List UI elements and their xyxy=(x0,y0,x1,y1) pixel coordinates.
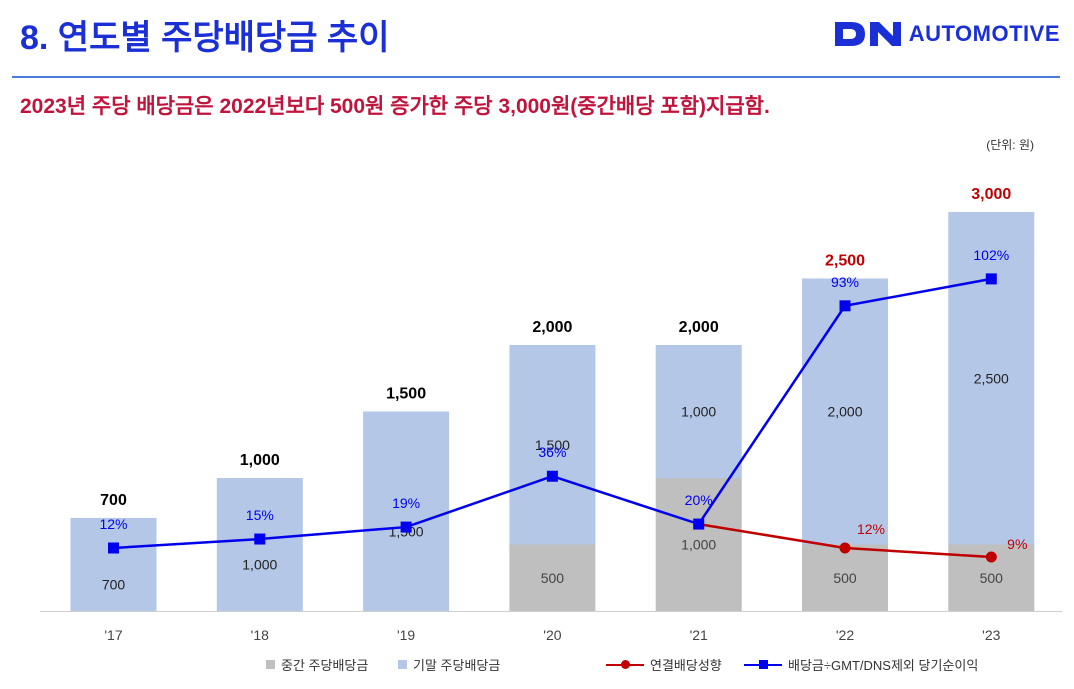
bar-total-label-4: 2,000 xyxy=(679,319,719,336)
bar-total-label-0: 700 xyxy=(100,492,127,509)
ratio-point-6 xyxy=(985,273,997,285)
company-logo: AUTOMOTIVE xyxy=(833,18,1060,50)
bar-final-label-1: 1,000 xyxy=(242,557,277,573)
title-divider xyxy=(12,76,1060,78)
legend-ratio-marker xyxy=(744,659,782,670)
ratio-label-0: 12% xyxy=(99,516,127,532)
ratio-point-0 xyxy=(108,542,119,554)
logo-text: AUTOMOTIVE xyxy=(908,21,1060,46)
payout-point-6 xyxy=(985,551,997,563)
ratio-label-4: 20% xyxy=(685,492,713,508)
x-tick-label-3: '20 xyxy=(543,627,561,643)
legend-final-swatch xyxy=(398,660,407,669)
x-tick-label-6: '23 xyxy=(982,627,1000,643)
bar-interim-label-5: 500 xyxy=(833,570,857,586)
ratio-label-3: 36% xyxy=(538,444,566,460)
dn-logo-icon xyxy=(834,22,901,46)
bar-final-label-0: 700 xyxy=(102,576,126,592)
x-tick-label-2: '19 xyxy=(397,627,415,643)
ratio-label-2: 19% xyxy=(392,495,420,511)
bar-total-label-2: 1,500 xyxy=(386,386,426,403)
bar-total-label-5: 2,500 xyxy=(825,253,865,270)
ratio-label-6: 102% xyxy=(973,247,1009,263)
legend-payout-label: 연결배당성향 xyxy=(650,658,722,673)
ratio-point-3 xyxy=(546,470,558,482)
page-title: 8. 연도별 주당배당금 추이 xyxy=(20,19,390,57)
ratio-point-5 xyxy=(839,300,851,312)
legend-interim-label: 중간 주당배당금 xyxy=(281,658,369,673)
bar-interim-3 xyxy=(509,544,596,611)
ratio-point-4 xyxy=(693,518,705,530)
bar-final-3 xyxy=(509,345,596,545)
subtitle: 2023년 주당 배당금은 2022년보다 500원 증가한 주당 3,000원… xyxy=(20,95,770,118)
bar-interim-4 xyxy=(655,478,742,611)
bar-final-label-5: 2,000 xyxy=(827,404,862,420)
x-tick-label-0: '17 xyxy=(104,627,122,643)
ratio-point-2 xyxy=(400,521,412,533)
ratio-point-1 xyxy=(254,533,266,545)
bar-final-0 xyxy=(70,517,157,611)
legend-final: 기말 주당배당금 xyxy=(398,655,500,674)
bar-interim-label-4: 1,000 xyxy=(681,537,716,553)
legend-ratio: 배당금÷GMT/DNS제외 당기순이익 xyxy=(744,655,978,674)
bar-total-label-3: 2,000 xyxy=(532,319,572,336)
bar-total-label-6: 3,000 xyxy=(971,186,1011,203)
payout-label-6: 9% xyxy=(1007,536,1027,552)
bar-final-label-4: 1,000 xyxy=(681,404,716,420)
bar-interim-5 xyxy=(802,544,888,611)
unit-label: (단위: 원) xyxy=(986,138,1034,152)
bar-final-label-6: 2,500 xyxy=(974,370,1009,386)
ratio-label-5: 93% xyxy=(831,274,859,290)
legend-payout-marker xyxy=(606,659,644,670)
x-tick-label-4: '21 xyxy=(690,627,708,643)
legend-ratio-label: 배당금÷GMT/DNS제외 당기순이익 xyxy=(788,658,979,673)
bar-final-4 xyxy=(655,345,742,478)
legend-final-label: 기말 주당배당금 xyxy=(413,658,501,673)
bar-interim-label-3: 500 xyxy=(541,570,565,586)
payout-label-5: 12% xyxy=(857,521,885,537)
bar-final-6 xyxy=(948,212,1035,545)
x-tick-label-5: '22 xyxy=(836,627,854,643)
bar-final-2 xyxy=(363,411,450,611)
bar-final-5 xyxy=(802,278,888,545)
payout-point-5 xyxy=(839,542,851,554)
bar-final-label-3: 1,500 xyxy=(535,437,570,453)
ratio-label-1: 15% xyxy=(246,507,274,523)
bar-interim-label-6: 500 xyxy=(980,570,1004,586)
legend-interim: 중간 주당배당금 xyxy=(266,655,368,674)
bar-total-label-1: 1,000 xyxy=(240,452,280,469)
legend-interim-swatch xyxy=(266,660,275,669)
x-tick-label-1: '18 xyxy=(251,627,269,643)
legend-payout: 연결배당성향 xyxy=(606,655,722,674)
